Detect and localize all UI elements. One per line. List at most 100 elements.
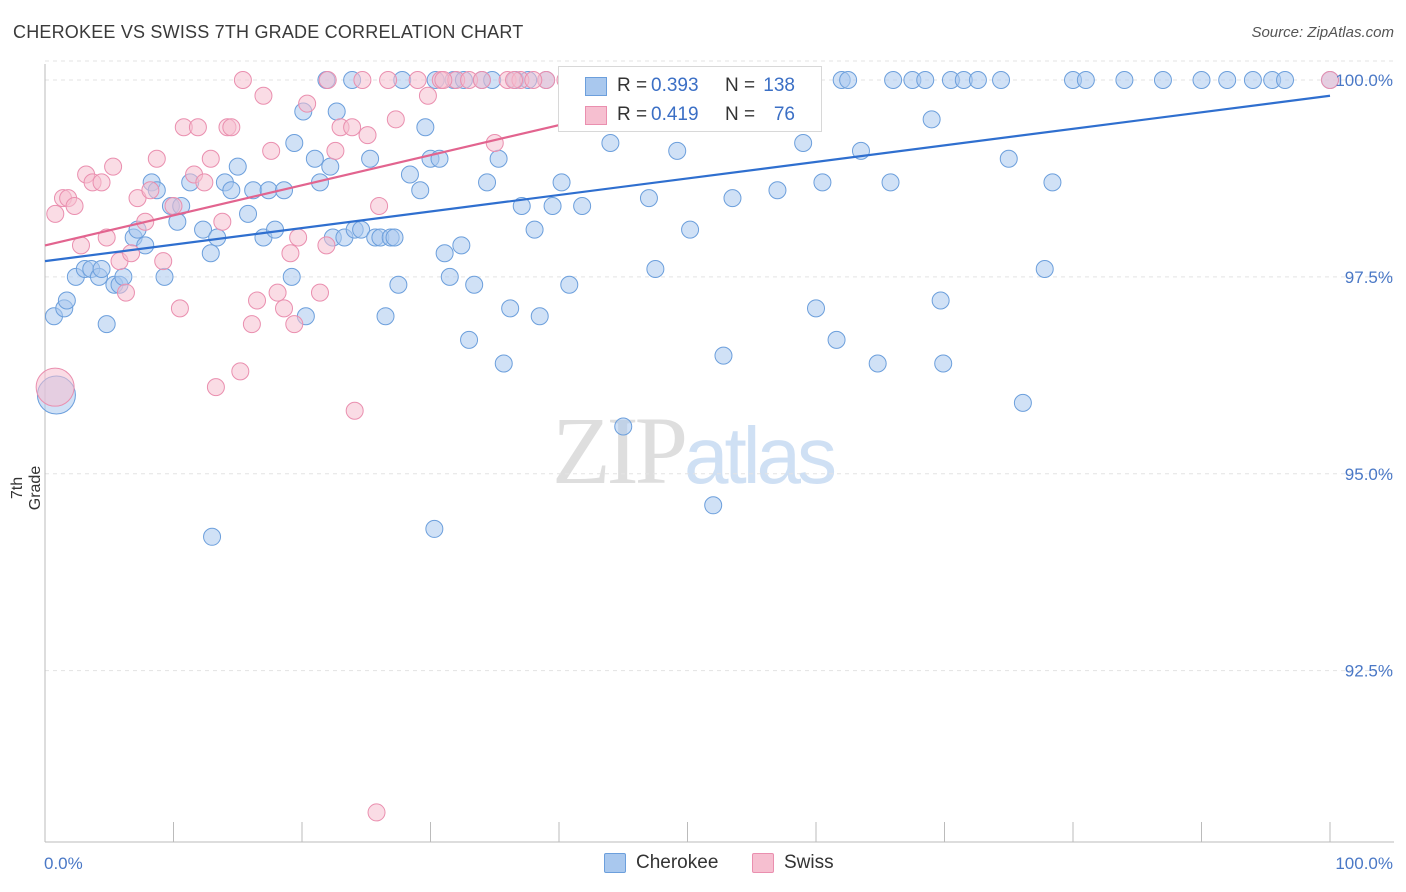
cherokee-point: [425, 519, 444, 538]
swiss-point: [434, 71, 453, 89]
swiss-point: [472, 71, 491, 89]
swiss-point: [122, 244, 141, 263]
cherokee-point: [239, 204, 258, 223]
cherokee-point: [376, 307, 395, 326]
cherokee-point: [992, 71, 1011, 89]
cherokee-point: [114, 267, 133, 286]
cherokee-point: [931, 291, 950, 310]
swiss-point: [233, 71, 252, 89]
swiss-point: [154, 252, 173, 271]
swiss-point: [524, 71, 543, 89]
cherokee-point: [813, 173, 832, 192]
watermark-zip: ZIP: [552, 397, 688, 504]
cherokee-point: [203, 527, 222, 546]
swiss-point: [318, 71, 337, 89]
swiss-point: [92, 173, 111, 192]
cherokee-point: [201, 244, 220, 263]
cherokee-point: [552, 173, 571, 192]
swiss-point: [254, 86, 273, 105]
swiss-point: [46, 204, 65, 223]
cherokee-point: [807, 299, 825, 318]
cherokee-point: [452, 236, 471, 255]
cherokee-point: [714, 346, 733, 365]
swiss-r-value: 0.419: [651, 104, 699, 125]
cherokee-point: [1043, 173, 1062, 192]
cherokee-swatch: [585, 77, 607, 96]
legend-row-swiss: R = 0.419 N = 76: [559, 100, 821, 130]
swiss-point: [485, 134, 504, 153]
cherokee-point: [881, 173, 900, 192]
swiss-point: [206, 378, 225, 397]
cherokee-point: [1192, 71, 1211, 89]
cherokee-point: [560, 275, 579, 294]
swiss-point: [195, 173, 214, 192]
cherokee-point: [97, 315, 116, 334]
cherokee-point: [916, 71, 935, 89]
cherokee-point: [400, 165, 419, 184]
x-tick-label: 0.0%: [44, 854, 83, 873]
cherokee-legend-label: Cherokee: [636, 852, 719, 873]
legend-row-cherokee: R = 0.393 N = 138: [559, 71, 821, 101]
cherokee-point: [440, 267, 459, 286]
cherokee-point: [646, 260, 665, 279]
cherokee-point: [530, 307, 549, 326]
cherokee-point: [194, 220, 213, 239]
swiss-point: [104, 157, 123, 176]
cherokee-point: [525, 220, 544, 239]
swiss-point: [379, 71, 398, 89]
cherokee-point: [999, 149, 1018, 168]
swiss-point: [231, 362, 250, 381]
cherokee-point: [259, 181, 278, 200]
swiss-point: [386, 110, 405, 129]
swiss-point: [345, 401, 364, 420]
watermark-atlas: atlas: [684, 411, 837, 500]
swiss-point: [147, 149, 166, 168]
legend-r-label: R =: [617, 104, 648, 125]
swiss-point: [65, 197, 84, 216]
cherokee-legend-swatch: [604, 853, 626, 873]
cherokee-point: [1218, 71, 1237, 89]
bottom-legend-cherokee[interactable]: Cherokee: [604, 851, 724, 877]
cherokee-point: [465, 275, 484, 294]
swiss-point: [367, 803, 386, 822]
swiss-legend-swatch: [752, 853, 774, 873]
swiss-point: [201, 149, 220, 168]
swiss-point: [343, 118, 362, 137]
swiss-point: [213, 212, 232, 231]
legend-n-label: N =: [725, 104, 756, 125]
cherokee-point: [489, 149, 508, 168]
cherokee-point: [884, 71, 903, 89]
cherokee-point: [416, 118, 435, 137]
cherokee-point: [305, 149, 324, 168]
swiss-point: [281, 244, 300, 263]
swiss-point: [418, 86, 437, 105]
cherokee-point: [1153, 71, 1172, 89]
y-tick-label: 97.5%: [1345, 268, 1393, 287]
swiss-point: [188, 118, 207, 137]
cherokee-point: [827, 330, 846, 349]
swiss-point: [289, 228, 308, 247]
correlation-legend: R = 0.393 N = 138 R = 0.419 N = 76: [558, 66, 822, 132]
cherokee-point: [868, 354, 887, 373]
swiss-point: [262, 141, 281, 160]
cherokee-point: [266, 220, 285, 239]
swiss-point: [1321, 71, 1339, 89]
y-tick-label: 95.0%: [1345, 465, 1393, 484]
cherokee-point: [1243, 71, 1262, 89]
swiss-legend-label: Swiss: [784, 852, 834, 873]
swiss-large-point: [35, 367, 75, 407]
chart-title: CHEROKEE VS SWISS 7TH GRADE CORRELATION …: [13, 22, 524, 42]
swiss-point: [222, 118, 241, 137]
swiss-point: [170, 299, 189, 318]
swiss-point: [268, 283, 287, 302]
bottom-legend-swiss[interactable]: Swiss: [752, 851, 852, 877]
cherokee-point: [460, 330, 479, 349]
source-label[interactable]: Source: ZipAtlas.com: [1251, 24, 1394, 41]
swiss-point: [97, 228, 116, 247]
cherokee-point: [668, 141, 687, 160]
swiss-point: [116, 283, 135, 302]
cherokee-point: [57, 291, 76, 310]
swiss-points: [35, 71, 1339, 822]
cherokee-point: [768, 181, 787, 200]
